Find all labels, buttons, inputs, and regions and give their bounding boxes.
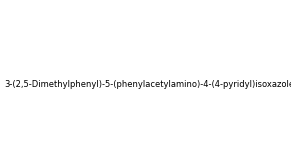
Text: 3-(2,5-Dimethylphenyl)-5-(phenylacetylamino)-4-(4-pyridyl)isoxazole: 3-(2,5-Dimethylphenyl)-5-(phenylacetylam… <box>4 80 291 89</box>
